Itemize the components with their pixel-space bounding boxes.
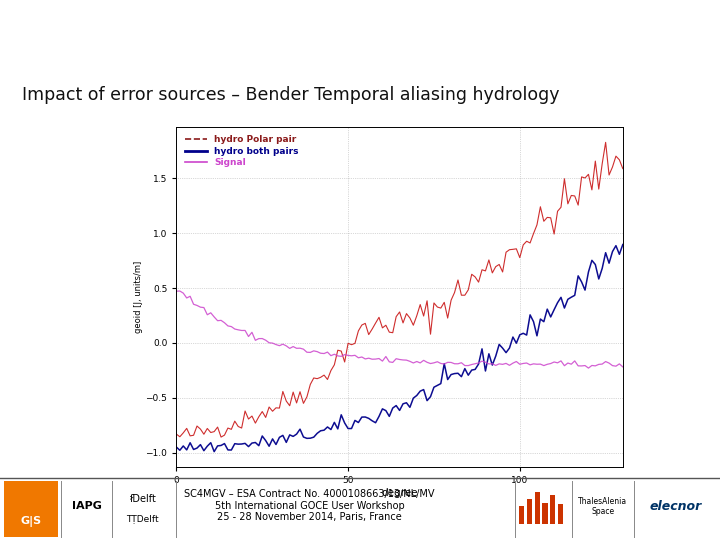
Text: ThalesAlenia
Space: ThalesAlenia Space (578, 497, 627, 516)
Bar (534, 492, 540, 524)
Bar (558, 504, 563, 524)
Text: SC4MGV – ESA Contract No. 4000108663/13/NL/MV
5th International GOCE User Worksh: SC4MGV – ESA Contract No. 4000108663/13/… (184, 489, 435, 522)
Text: IAPG: IAPG (72, 501, 102, 511)
Text: ẜDelft: ẜDelft (129, 494, 156, 504)
Legend: hydro Polar pair, hydro both pairs, Signal: hydro Polar pair, hydro both pairs, Sign… (181, 131, 302, 171)
Bar (542, 503, 547, 524)
Text: G|S: G|S (20, 516, 41, 527)
Bar (519, 507, 524, 524)
Text: elecnor: elecnor (650, 500, 702, 513)
Bar (550, 496, 555, 524)
Text: Standard processing of baseline constellation: Standard processing of baseline constell… (54, 22, 666, 46)
Y-axis label: geoid [J, units/m]: geoid [J, units/m] (134, 261, 143, 333)
Bar (527, 499, 532, 524)
X-axis label: degree: degree (382, 488, 418, 498)
Text: Impact of error sources – Bender Temporal aliasing hydrology: Impact of error sources – Bender Tempora… (22, 85, 559, 104)
Text: TṬDelft: TṬDelft (126, 515, 159, 524)
